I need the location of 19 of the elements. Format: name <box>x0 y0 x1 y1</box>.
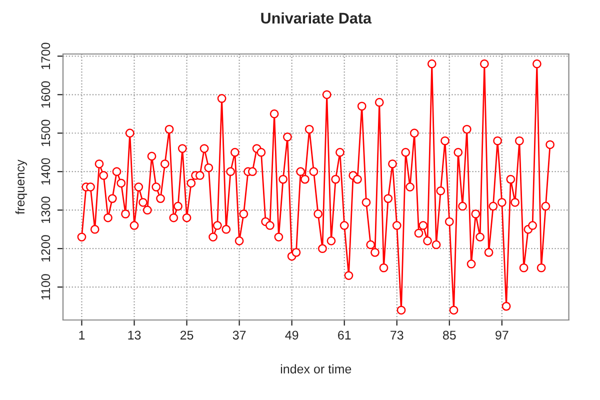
y-tick-label: 1200 <box>41 235 50 262</box>
x-tick-label: 97 <box>496 330 508 340</box>
x-tick-label: 61 <box>338 330 351 340</box>
y-tick-label: 1600 <box>41 81 50 108</box>
y-tick-label: 1300 <box>41 196 50 224</box>
x-tick-label: 1 <box>79 330 85 340</box>
chart-title: Univariate Data <box>261 12 372 24</box>
x-tick-label: 73 <box>390 330 404 340</box>
x-tick-label: 85 <box>442 330 456 340</box>
x-tick-label: 25 <box>180 330 194 340</box>
x-tick-label: 13 <box>128 330 141 340</box>
x-axis-title: index or time <box>280 364 352 374</box>
x-tick-label: 37 <box>232 330 246 340</box>
y-tick-label: 1400 <box>41 158 50 185</box>
y-tick-label: 1700 <box>41 42 50 70</box>
y-tick-label: 1500 <box>41 120 50 146</box>
y-axis-title: frequency <box>15 160 28 214</box>
x-tick-label: 49 <box>285 330 298 340</box>
y-tick-label: 1100 <box>41 274 50 300</box>
